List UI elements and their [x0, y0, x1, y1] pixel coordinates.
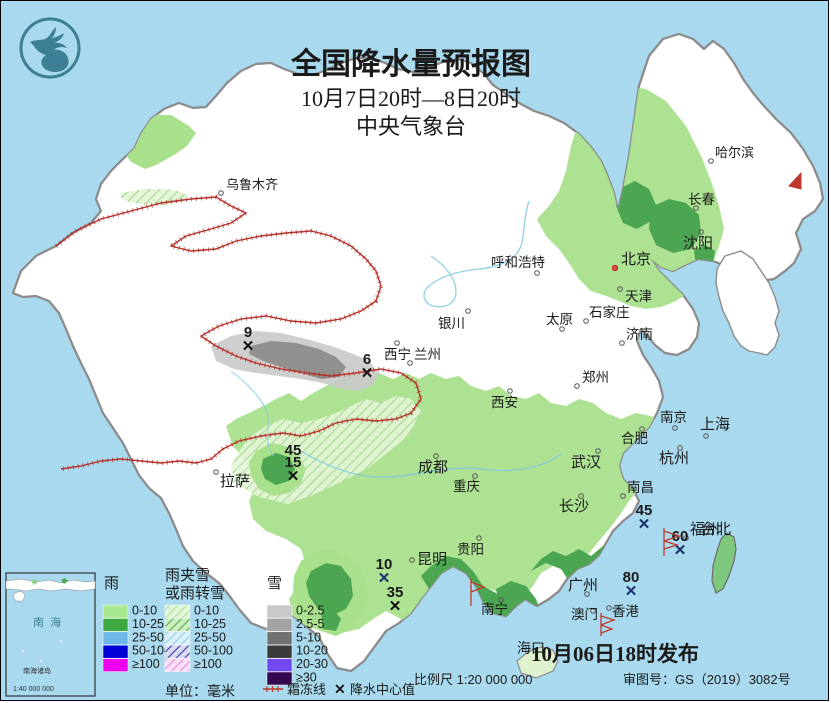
svg-text:10-25: 10-25 — [132, 617, 164, 631]
svg-text:✕: ✕ — [625, 583, 638, 600]
svg-text:兰州: 兰州 — [414, 347, 441, 362]
svg-text:10-25: 10-25 — [194, 617, 226, 631]
svg-text:济南: 济南 — [626, 327, 653, 342]
svg-text:比例尺 1:20 000 000: 比例尺 1:20 000 000 — [414, 672, 533, 687]
svg-text:或雨转雪: 或雨转雪 — [165, 585, 225, 602]
svg-text:2.5-5: 2.5-5 — [296, 617, 325, 631]
svg-text:1:40 000 000: 1:40 000 000 — [13, 686, 54, 693]
svg-text:西安: 西安 — [491, 395, 518, 410]
svg-text:≥100: ≥100 — [132, 657, 160, 671]
svg-text:哈尔滨: 哈尔滨 — [715, 145, 754, 160]
svg-text:天津: 天津 — [625, 289, 652, 304]
svg-text:长春: 长春 — [688, 192, 716, 207]
svg-text:西宁: 西宁 — [384, 346, 411, 362]
svg-text:上海: 上海 — [700, 416, 730, 433]
svg-text:25-50: 25-50 — [194, 630, 226, 644]
svg-text:广州: 广州 — [568, 577, 598, 594]
svg-text:贵阳: 贵阳 — [457, 542, 484, 557]
svg-text:郑州: 郑州 — [582, 370, 609, 385]
svg-text:北京: 北京 — [621, 251, 651, 268]
svg-text:台北: 台北 — [701, 521, 731, 538]
svg-text:乌鲁木齐: 乌鲁木齐 — [226, 177, 278, 192]
svg-text:单位：毫米: 单位：毫米 — [165, 683, 235, 699]
svg-text:石家庄: 石家庄 — [589, 304, 630, 320]
svg-text:✕: ✕ — [242, 338, 255, 355]
svg-text:✕: ✕ — [334, 681, 346, 697]
svg-text:长沙: 长沙 — [559, 498, 589, 515]
svg-text:重庆: 重庆 — [453, 479, 480, 494]
svg-text:≥100: ≥100 — [194, 657, 222, 671]
svg-text:20-30: 20-30 — [296, 657, 328, 671]
svg-text:南宁: 南宁 — [481, 601, 508, 617]
svg-text:南 海: 南 海 — [33, 615, 61, 629]
svg-text:中央气象台: 中央气象台 — [356, 114, 466, 139]
svg-text:15: 15 — [285, 454, 302, 471]
svg-text:雨夹雪: 雨夹雪 — [165, 567, 210, 584]
svg-text:成都: 成都 — [418, 459, 448, 476]
svg-text:5-10: 5-10 — [296, 630, 321, 644]
svg-text:降水中心值: 降水中心值 — [350, 682, 415, 697]
svg-text:霜冻线: 霜冻线 — [287, 682, 326, 697]
svg-text:50-100: 50-100 — [194, 644, 233, 658]
svg-text:合肥: 合肥 — [621, 431, 648, 446]
svg-text:昆明: 昆明 — [417, 551, 447, 568]
svg-text:审图号：GS（2019）3082号: 审图号：GS（2019）3082号 — [623, 672, 791, 687]
svg-text:沈阳: 沈阳 — [683, 235, 713, 252]
svg-text:呼和浩特: 呼和浩特 — [491, 255, 545, 270]
svg-text:0-10: 0-10 — [194, 604, 219, 618]
svg-text:0-10: 0-10 — [132, 604, 157, 618]
svg-text:南海诸岛: 南海诸岛 — [23, 666, 51, 675]
svg-text:南昌: 南昌 — [627, 480, 654, 495]
svg-text:雪: 雪 — [267, 575, 282, 592]
svg-text:✕: ✕ — [361, 365, 374, 382]
svg-text:拉萨: 拉萨 — [220, 473, 250, 490]
svg-text:✕: ✕ — [638, 516, 651, 533]
svg-text:香港: 香港 — [612, 604, 640, 619]
svg-text:全国降水量预报图: 全国降水量预报图 — [290, 47, 531, 81]
svg-text:澳门: 澳门 — [571, 607, 598, 622]
svg-text:10月06日18时发布: 10月06日18时发布 — [531, 642, 699, 666]
svg-text:银川: 银川 — [438, 316, 465, 331]
svg-text:0-2.5: 0-2.5 — [296, 604, 325, 618]
svg-text:雨: 雨 — [104, 575, 119, 592]
svg-text:武汉: 武汉 — [571, 454, 601, 471]
svg-text:太原: 太原 — [546, 312, 573, 327]
svg-text:25-50: 25-50 — [132, 630, 164, 644]
svg-text:10-20: 10-20 — [296, 644, 328, 658]
svg-text:南京: 南京 — [660, 410, 687, 425]
svg-text:10月7日20时—8日20时: 10月7日20时—8日20时 — [301, 86, 521, 111]
svg-text:✕: ✕ — [389, 598, 402, 615]
svg-text:杭州: 杭州 — [659, 450, 689, 467]
